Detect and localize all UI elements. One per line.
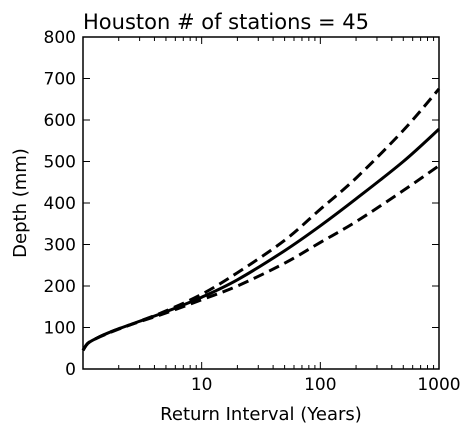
plot-lines (81, 87, 441, 352)
y-tick-label: 300 (44, 236, 76, 256)
x-tick-label: 10 (191, 375, 213, 395)
y-tick-label: 0 (65, 360, 76, 380)
y-tick-label: 400 (44, 194, 76, 214)
y-axis-ticks: 0 100 200 300 400 500 600 700 800 (44, 28, 439, 380)
y-axis-label: Depth (mm) (10, 148, 31, 258)
x-tick-label: 1000 (417, 375, 460, 395)
y-tick-label: 800 (44, 28, 76, 48)
chart-title: Houston # of stations = 45 (83, 10, 369, 34)
x-axis-label: Return Interval (Years) (160, 404, 362, 425)
x-tick-label: 100 (304, 375, 336, 395)
y-tick-label: 100 (44, 319, 76, 339)
y-tick-label: 600 (44, 111, 76, 131)
y-tick-label: 200 (44, 277, 76, 297)
x-axis-ticks: 10 100 1000 (118, 37, 461, 395)
series-line-dashed-2 (81, 164, 440, 352)
y-tick-label: 500 (44, 153, 76, 173)
y-tick-label: 700 (44, 70, 76, 90)
plot-frame (82, 36, 440, 370)
